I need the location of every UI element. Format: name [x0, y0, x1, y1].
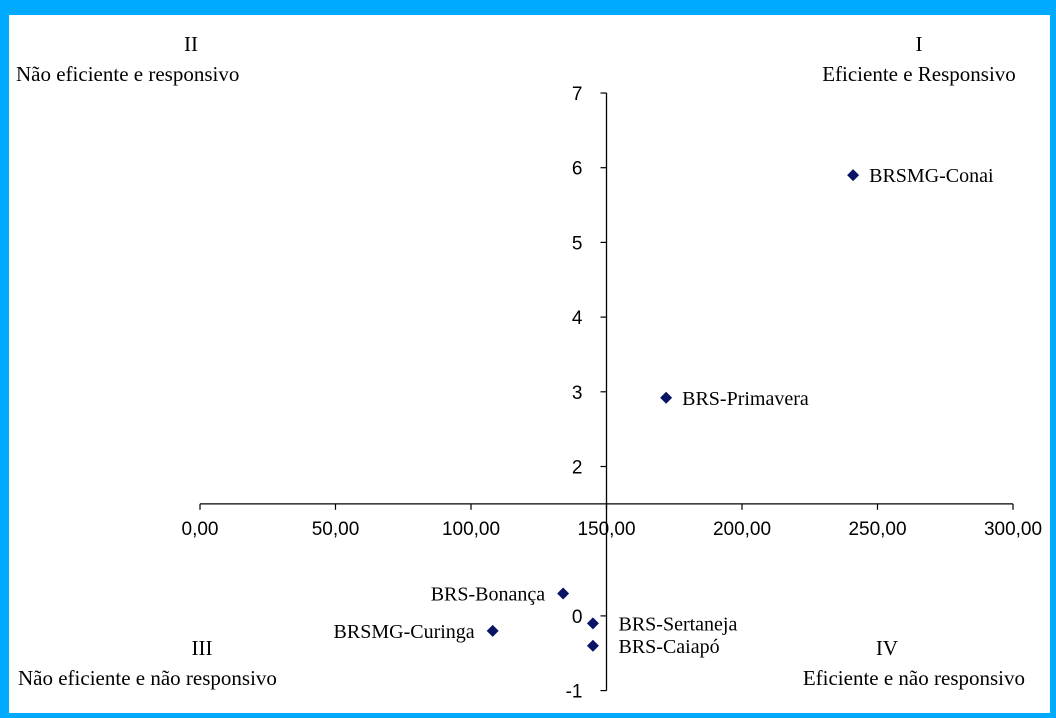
data-point-label: BRS-Primavera — [682, 388, 809, 410]
y-tick-label: 5 — [572, 233, 583, 254]
x-tick-label: 150,00 — [577, 519, 635, 540]
data-point-marker — [847, 169, 860, 182]
y-tick-label: 3 — [572, 383, 583, 404]
chart-frame: 0,00 50,00 100,00 150,00 200,00 250,00 300,00 -… — [9, 15, 1050, 713]
quadrant-4-label: Eficiente e não responsivo — [803, 666, 1025, 690]
y-tick-label: 6 — [572, 159, 583, 180]
x-tick-label: 250,00 — [848, 519, 906, 540]
data-points: BRSMG-Conai BRS-Primavera BRS-Bonança BRS-S… — [334, 165, 994, 658]
quadrant-4-numeral: IV — [876, 636, 898, 660]
data-point-label: BRS-Bonança — [431, 583, 546, 605]
x-tick-label: 50,00 — [312, 519, 360, 540]
x-tick-label: 0,00 — [182, 519, 219, 540]
x-tick-label: 100,00 — [442, 519, 500, 540]
data-point-label: BRS-Caiapó — [619, 636, 720, 658]
y-tick-label: 0 — [572, 607, 583, 628]
x-tick-label: 200,00 — [713, 519, 771, 540]
scatter-chart: 0,00 50,00 100,00 150,00 200,00 250,00 300,00 -… — [16, 32, 1043, 703]
quadrant-3-label: Não eficiente e não responsivo — [18, 666, 277, 690]
y-tick-label: 2 — [572, 458, 583, 479]
axes — [199, 92, 1014, 692]
quadrant-labels: I Eficiente e Responsivo II Não eficient… — [16, 32, 1025, 690]
data-point-label: BRSMG-Curinga — [334, 621, 475, 643]
quadrant-1-numeral: I — [916, 32, 923, 56]
data-point-marker — [486, 624, 499, 637]
data-point-label: BRS-Sertaneja — [619, 613, 738, 635]
y-tick-label: 7 — [572, 84, 583, 105]
quadrant-2-numeral: II — [184, 32, 198, 56]
data-point-label: BRSMG-Conai — [869, 165, 994, 187]
quadrant-2-label: Não eficiente e responsivo — [16, 62, 239, 86]
data-point-marker — [557, 587, 570, 600]
y-tick-label: 4 — [572, 308, 583, 329]
data-point-marker — [586, 639, 599, 652]
y-tick-label: -1 — [566, 682, 583, 703]
tick-labels: 0,00 50,00 100,00 150,00 200,00 250,00 300,00 -… — [182, 84, 1043, 703]
quadrant-1-label: Eficiente e Responsivo — [822, 62, 1016, 86]
x-tick-label: 300,00 — [984, 519, 1042, 540]
quadrant-3-numeral: III — [192, 636, 213, 660]
data-point-marker — [660, 391, 673, 404]
data-point-marker — [586, 617, 599, 630]
